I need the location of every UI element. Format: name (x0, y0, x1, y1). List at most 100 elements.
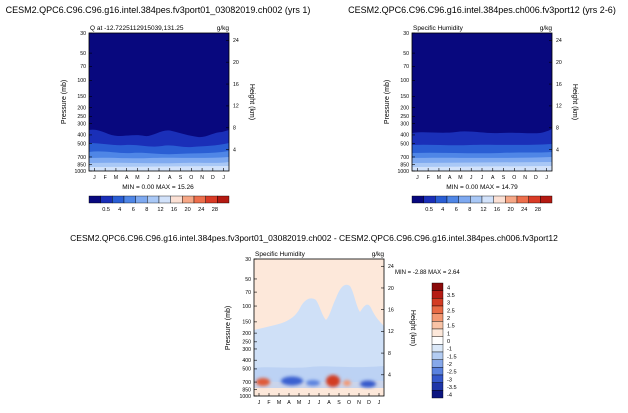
p2-month-tick-label: A (448, 175, 452, 181)
p3-colorbar-swatch (431, 321, 444, 330)
p2-month-tick-label: J (416, 175, 419, 181)
p2-colorbar-swatch (458, 195, 471, 204)
p2-pressure-tick-label: 50 (403, 51, 409, 57)
p3-colorbar-swatch (431, 328, 444, 337)
p2-month-tick-label: J (470, 175, 473, 181)
p3-colorbar-swatch (431, 351, 444, 360)
panel-2: CESM2.QPC6.C96.C96.g16.intel.384pes.ch00… (348, 5, 616, 213)
p2-colorbar-label: 6 (455, 207, 458, 213)
p1-month-tick-label: F (104, 175, 107, 181)
p3-colorbar-swatch (431, 344, 444, 353)
p1-month-tick-label: J (158, 175, 161, 181)
p1-month-tick-label: A (168, 175, 172, 181)
p2-colorbar-label: 16 (494, 207, 500, 213)
p1-colorbar-label: 4 (118, 207, 121, 213)
p3-colorbar-label: -3.5 (447, 385, 457, 391)
p3-pressure-tick-label: 250 (242, 340, 251, 346)
p2-pressure-tick-label: 1000 (397, 169, 409, 175)
p2-colorbar-label: 8 (468, 207, 471, 213)
p3-month-tick-label: J (318, 400, 321, 406)
p1-pressure-tick-label: 300 (77, 121, 86, 127)
p2-pressure-tick-label: 400 (400, 133, 409, 139)
panel-1: CESM2.QPC6.C96.C96.g16.intel.384pes.fv3p… (6, 5, 311, 213)
panel-1-colorbar: 0.5 4 6 8 12 16 20 24 28 (88, 195, 230, 213)
p2-month-tick-label: M (458, 175, 462, 181)
p2-pressure-tick-label: 100 (400, 78, 409, 84)
p1-month-tick-label: S (179, 175, 183, 181)
p1-colorbar-label: 6 (132, 207, 135, 213)
p3-colorbar-swatch (431, 282, 444, 291)
p2-colorbar-label: 28 (535, 207, 541, 213)
p1-pressure-tick-label: 250 (77, 114, 86, 120)
p3-colorbar-swatch (431, 290, 444, 299)
p2-colorbar-swatch (540, 195, 553, 204)
p2-colorbar-swatch (493, 195, 506, 204)
p2-month-tick-label: A (491, 175, 495, 181)
panel-3-subtitle: Specific Humidity (255, 251, 306, 258)
p1-colorbar-swatch (217, 195, 230, 204)
p2-colorbar-label: 20 (508, 207, 514, 213)
p1-colorbar-label: 28 (212, 207, 218, 213)
panel-3-ylabel-right: Height (km) (409, 310, 416, 346)
p1-colorbar-label: 20 (185, 207, 191, 213)
panel-1-ylabel: Pressure (mb) (61, 80, 68, 124)
p1-colorbar-swatch (158, 195, 171, 204)
p1-month-tick-label: M (135, 175, 139, 181)
p3-pressure-tick-label: 400 (242, 358, 251, 364)
p2-month-tick-label: M (437, 175, 441, 181)
p1-colorbar-swatch (170, 195, 183, 204)
p1-colorbar-swatch (123, 195, 136, 204)
panel-3-units: g/kg (372, 251, 385, 258)
p2-pressure-tick-label: 200 (400, 105, 409, 111)
p2-month-tick-label: S (502, 175, 506, 181)
p2-height-tick-label: 12 (556, 104, 562, 110)
p3-pressure-tick-label: 700 (242, 380, 251, 386)
p3-colorbar-label: 0 (447, 339, 450, 345)
p2-pressure-tick-label: 250 (400, 114, 409, 120)
p3-colorbar-label: 4 (447, 285, 450, 291)
p1-pressure-tick-label: 400 (77, 133, 86, 139)
p1-pressure-tick-label: 70 (80, 64, 86, 70)
p1-month-tick-label: A (125, 175, 129, 181)
p2-colorbar-swatch (411, 195, 424, 204)
p2-pressure-tick-label: 850 (400, 162, 409, 168)
p1-colorbar-swatch (205, 195, 218, 204)
p1-colorbar-label: 16 (171, 207, 177, 213)
panel-2-colorbar: 0.5 4 6 8 12 16 20 24 28 (411, 195, 553, 213)
p3-colorbar-swatch (431, 390, 444, 399)
panel-3-red-anomaly-2 (326, 375, 340, 387)
panel-2-height-axis: 24 20 16 12 8 4 (549, 38, 562, 153)
p1-month-tick-label: J (147, 175, 150, 181)
p1-month-tick-label: N (200, 175, 204, 181)
p3-colorbar-swatch (431, 313, 444, 322)
p1-colorbar-label: 24 (198, 207, 204, 213)
p3-pressure-tick-label: 50 (245, 277, 251, 283)
panel-3-red-anomaly-1 (256, 378, 270, 386)
p3-colorbar-label: -1.5 (447, 354, 457, 360)
p3-month-tick-label: S (337, 400, 341, 406)
p1-month-tick-label: O (189, 175, 193, 181)
p2-pressure-tick-label: 300 (400, 121, 409, 127)
p1-colorbar-label: 0.5 (102, 207, 110, 213)
p1-colorbar-swatch (182, 195, 195, 204)
panel-3-red-anomaly-3 (343, 380, 351, 386)
p3-colorbar-swatch (431, 359, 444, 368)
p1-colorbar-swatch (147, 195, 160, 204)
p3-height-tick-label: 12 (388, 329, 394, 335)
panel-1-title: CESM2.QPC6.C96.C96.g16.intel.384pes.fv3p… (6, 5, 311, 15)
p3-month-tick-label: J (258, 400, 261, 406)
p3-colorbar-swatch (431, 367, 444, 376)
p1-height-tick-label: 4 (233, 147, 236, 153)
p3-pressure-tick-label: 500 (242, 367, 251, 373)
p1-colorbar-swatch (135, 195, 148, 204)
p1-height-tick-label: 8 (233, 126, 236, 132)
p2-height-tick-label: 4 (556, 147, 559, 153)
p3-height-tick-label: 20 (388, 286, 394, 292)
panel-3: CESM2.QPC6.C96.C96.g16.intel.384pes.fv3p… (70, 233, 558, 406)
panel-1-stats: MIN = 0.00 MAX = 15.26 (122, 184, 194, 191)
p3-colorbar-label: 1 (447, 331, 450, 337)
